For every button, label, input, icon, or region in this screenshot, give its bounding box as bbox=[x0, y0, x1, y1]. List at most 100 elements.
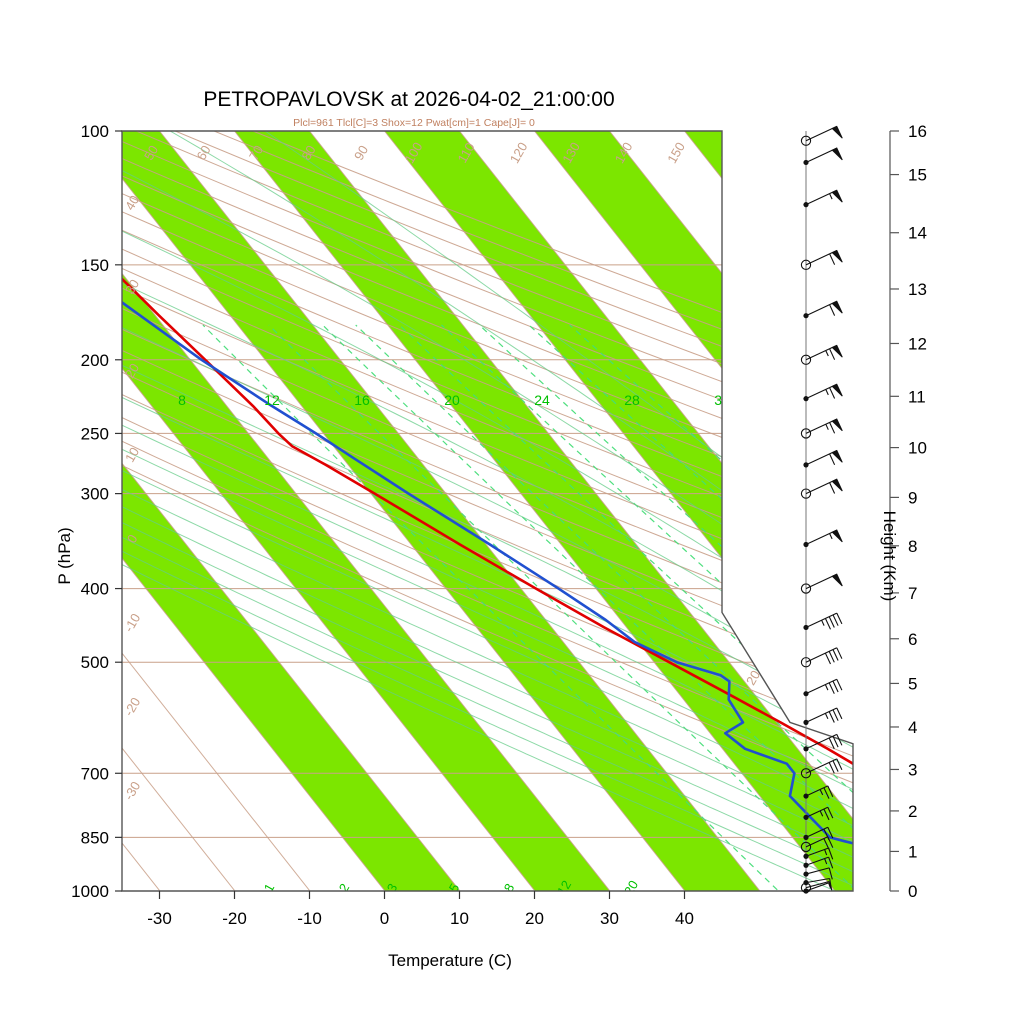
barb-full-feather bbox=[828, 651, 835, 663]
barb-half-feather bbox=[824, 684, 829, 691]
barb-half-feather bbox=[824, 858, 828, 865]
barb-shaft bbox=[805, 300, 838, 317]
dry-adiabat-line bbox=[122, 131, 853, 891]
barb-shaft bbox=[805, 418, 838, 434]
temperature-tick-label: 0 bbox=[380, 909, 389, 928]
barb-shaft bbox=[805, 758, 838, 774]
barb-half-feather bbox=[824, 849, 828, 856]
level-marker-filled bbox=[803, 313, 809, 319]
dry-adiabat-line bbox=[122, 131, 853, 719]
barb-shaft bbox=[805, 847, 829, 857]
isotherm-line bbox=[384, 131, 853, 891]
moist-adiabat-line bbox=[169, 131, 853, 891]
page-title: PETROPAVLOVSK at 2026-04-02_21:00:00 bbox=[203, 88, 614, 111]
barb-full-feather bbox=[836, 679, 843, 691]
temperature-profile-line bbox=[122, 139, 853, 891]
wind-barb bbox=[803, 826, 834, 841]
barb-pennant bbox=[831, 189, 843, 203]
height-tick-label: 10 bbox=[908, 439, 927, 458]
isotherm-label-left: 20 bbox=[122, 361, 142, 381]
temperature-tick-label: 30 bbox=[600, 909, 619, 928]
level-marker-filled bbox=[803, 834, 809, 840]
wind-barb bbox=[800, 344, 843, 365]
dry-adiabat-line bbox=[122, 131, 853, 785]
barb-full-feather bbox=[828, 737, 835, 750]
pressure-tick-label: 100 bbox=[81, 122, 109, 141]
dry-adiabat-line bbox=[136, 131, 853, 644]
barb-shaft bbox=[805, 647, 838, 663]
barb-full-feather bbox=[823, 828, 830, 841]
moist-adiabat-label: 24 bbox=[534, 392, 550, 408]
pressure-tick-label: 500 bbox=[81, 653, 109, 672]
dewpoint-profile-line bbox=[122, 145, 853, 891]
temperature-tick-label: -30 bbox=[147, 909, 172, 928]
isotherm-label-left: 10 bbox=[122, 445, 142, 465]
dry-adiabat-line bbox=[175, 131, 853, 627]
barb-full-feather bbox=[836, 758, 843, 771]
dry-adiabat-line bbox=[122, 131, 853, 684]
indices-subtitle: Plcl=961 Tlcl[C]=3 Shox=12 Pwat[cm]=1 Ca… bbox=[293, 117, 535, 129]
level-marker-open bbox=[800, 841, 812, 853]
moist-adiabat-label: 16 bbox=[354, 392, 370, 408]
barb-full-feather bbox=[828, 867, 833, 880]
barb-full-feather bbox=[832, 760, 839, 772]
barb-pennant bbox=[831, 529, 843, 543]
height-tick-label: 15 bbox=[908, 166, 927, 185]
barb-full-feather bbox=[832, 680, 839, 693]
barb-pennant bbox=[831, 573, 843, 587]
isotherm-line bbox=[122, 131, 311, 891]
height-tick-label: 12 bbox=[908, 334, 927, 353]
barb-shaft bbox=[805, 877, 830, 884]
wind-barb bbox=[800, 573, 843, 594]
mixing-ratio-label: 5 bbox=[446, 881, 463, 895]
barb-full-feather bbox=[832, 735, 839, 748]
barb-shaft bbox=[805, 383, 838, 400]
barb-full-feather bbox=[829, 878, 833, 891]
barb-full-feather bbox=[828, 682, 835, 694]
barb-full-feather bbox=[836, 647, 843, 659]
wind-barb bbox=[800, 249, 843, 270]
isotherm-line bbox=[609, 131, 853, 891]
wind-barb bbox=[803, 529, 843, 548]
dry-adiabat-line bbox=[122, 131, 853, 763]
barb-full-feather bbox=[829, 422, 836, 434]
barb-full-feather bbox=[829, 387, 836, 399]
barb-full-feather bbox=[832, 614, 839, 626]
barb-full-feather bbox=[823, 808, 830, 821]
barb-pennant bbox=[831, 125, 843, 139]
pressure-tick-label: 400 bbox=[81, 580, 109, 599]
barb-shaft bbox=[805, 250, 838, 266]
x-axis-label: Temperature (C) bbox=[388, 951, 512, 970]
barb-half-feather bbox=[825, 423, 829, 430]
moist-adiabat-label: 8 bbox=[178, 392, 186, 408]
wind-barb bbox=[800, 478, 843, 499]
isotherm-line bbox=[309, 131, 853, 891]
level-marker-filled bbox=[803, 793, 809, 799]
wind-barb bbox=[803, 678, 843, 697]
mixing-ratio-label: 3 bbox=[384, 881, 401, 895]
plot-frame bbox=[121, 130, 854, 892]
level-marker-open bbox=[800, 259, 812, 270]
dry-adiabat-line bbox=[122, 131, 853, 807]
height-tick-label: 0 bbox=[908, 882, 917, 901]
barb-full-feather bbox=[823, 838, 830, 850]
isotherm-line bbox=[122, 131, 611, 891]
barb-shaft bbox=[805, 529, 838, 545]
height-tick-label: 8 bbox=[908, 537, 917, 556]
wind-barb bbox=[803, 147, 843, 166]
pressure-tick-label: 850 bbox=[81, 828, 109, 847]
wind-barb bbox=[800, 418, 843, 439]
wind-barb bbox=[803, 856, 834, 869]
dry-adiabat-line bbox=[122, 131, 853, 745]
mixing-ratio-line bbox=[398, 324, 853, 891]
isotherm-band bbox=[534, 131, 853, 891]
barb-full-feather bbox=[829, 304, 836, 316]
level-marker-open bbox=[800, 428, 812, 439]
barb-full-feather bbox=[836, 707, 843, 720]
height-tick-label: 1 bbox=[908, 842, 917, 861]
moist-adiabat-line bbox=[122, 131, 853, 891]
isotherm-line bbox=[122, 131, 461, 891]
temperature-tick-label: -10 bbox=[297, 909, 322, 928]
